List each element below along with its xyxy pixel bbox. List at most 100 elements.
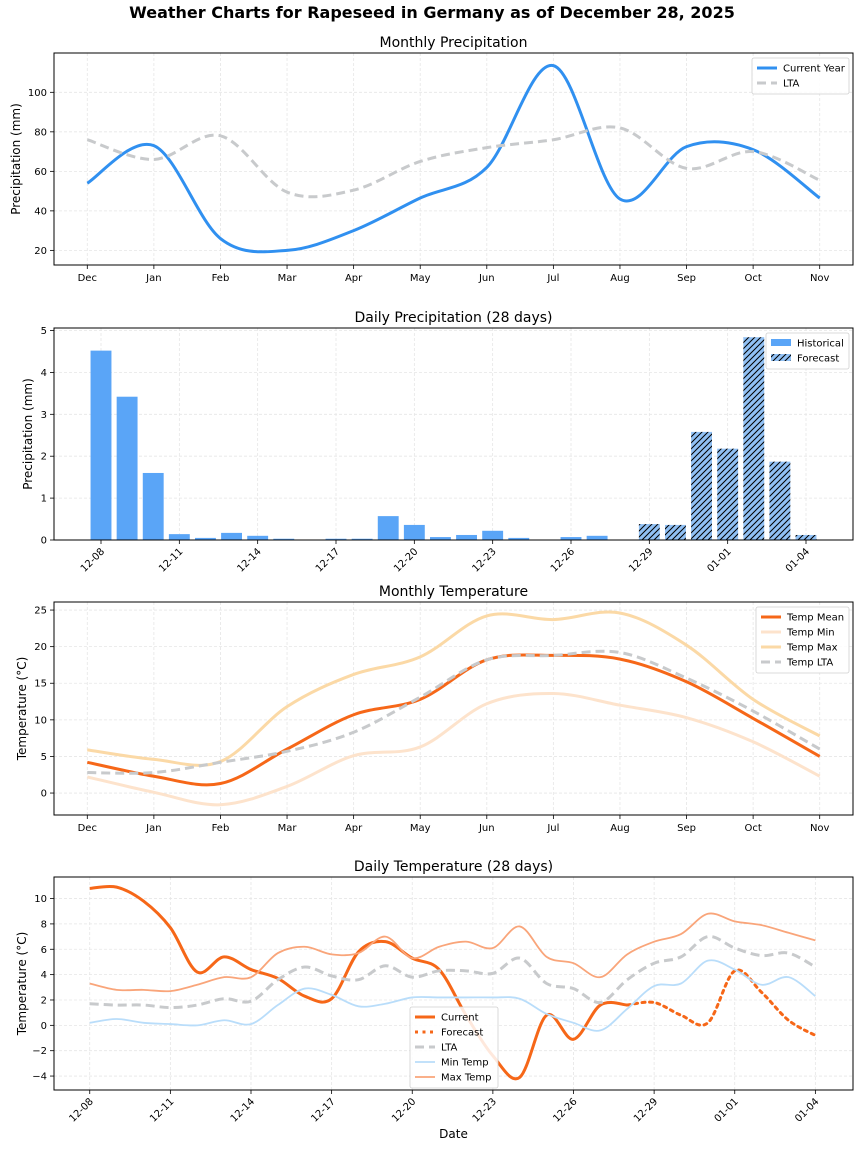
x-tick-label: 12-29 (627, 546, 655, 574)
x-tick-label: Oct (744, 823, 761, 834)
bar-forecast-12-29 (638, 524, 660, 540)
bar-historical-12-09 (116, 396, 138, 540)
x-tick-label: 12-11 (148, 1096, 176, 1124)
chart-monthly_temp: Monthly Temperature 0 5 10 15 20 25 Dec Jan Feb Ma… (15, 584, 854, 834)
y-axis-label: Precipitation (mm) (9, 103, 23, 215)
x-tick-label: 12-26 (551, 1096, 579, 1124)
bar-historical-12-27 (586, 535, 608, 540)
series-line-temp-lta (87, 649, 821, 775)
legend-box (409, 1006, 499, 1089)
chart-monthly_precip: Monthly Precipitation 20 40 60 80 100 Dec Jan Fe… (9, 35, 854, 284)
x-tick-label: 01-01 (705, 546, 733, 574)
y-tick-label: 15 (34, 679, 47, 690)
y-axis-label: Temperature (°C) (15, 657, 29, 762)
bar-forecast-01-03 (769, 461, 791, 540)
series-line-forecast (625, 968, 817, 1037)
x-tick-label: 12-14 (229, 1096, 257, 1124)
legend-label: Max Temp (441, 1073, 492, 1084)
series-line-temp-max (87, 610, 821, 767)
x-tick-label: Feb (212, 823, 230, 834)
chart-daily_precip: Daily Precipitation (28 days) 0 1 2 3 4 5 12-08… (21, 310, 854, 575)
figure-title: Weather Charts for Rapeseed in Germany a… (129, 3, 735, 22)
x-tick-label: 01-04 (784, 546, 812, 574)
legend-label: Temp Max (786, 643, 838, 654)
legend-label: Current (441, 1013, 479, 1024)
y-tick-label: 20 (34, 246, 47, 257)
series-line-temp-min (86, 691, 821, 807)
bar-forecast-12-30 (665, 524, 686, 540)
y-tick-label: 2 (41, 452, 47, 463)
plot-frame (53, 601, 854, 816)
x-tick-label: 12-08 (68, 1096, 96, 1124)
y-axis-label: Precipitation (mm) (21, 378, 35, 490)
plot-frame (53, 327, 854, 541)
x-tick-label: Dec (78, 823, 97, 834)
bar-historical-12-11 (168, 534, 190, 540)
legend-label: Temp Mean (786, 613, 844, 624)
bar-forecast-01-01 (717, 448, 739, 540)
x-tick-label: Sep (677, 823, 696, 834)
legend-label: Current Year (783, 64, 846, 75)
x-tick-label: 12-26 (549, 546, 577, 574)
x-tick-label: Jul (546, 273, 559, 284)
x-tick-label: Jun (478, 823, 495, 834)
y-tick-label: −2 (32, 1046, 47, 1057)
y-tick-label: 4 (41, 368, 47, 379)
series-line-current (89, 884, 628, 1081)
y-tick-label: 5 (41, 326, 47, 337)
bar-historical-12-26 (560, 537, 582, 540)
bar-historical-12-12 (195, 537, 216, 540)
bar-historical-12-10 (142, 472, 164, 540)
chart-daily_temp: Daily Temperature (28 days) −4 −2 0 2 4 6 8 10 12… (15, 859, 854, 1141)
bar-forecast-01-02 (743, 337, 765, 540)
x-tick-label: 01-04 (793, 1096, 821, 1124)
bar-historical-12-15 (273, 538, 295, 540)
y-tick-label: 8 (41, 919, 47, 930)
x-axis-label: Date (439, 1127, 468, 1141)
series-line-lta (89, 935, 817, 1010)
y-tick-label: 1 (41, 494, 47, 505)
legend-label: LTA (783, 79, 800, 90)
x-tick-label: Mar (278, 823, 298, 834)
x-tick-label: Jan (145, 273, 161, 284)
legend-label: Min Temp (441, 1058, 489, 1069)
y-axis-label: Temperature (°C) (15, 932, 29, 1037)
series-line-current-year (86, 64, 821, 254)
y-tick-label: 0 (41, 1021, 47, 1032)
x-tick-label: 12-17 (309, 1096, 337, 1124)
x-tick-label: Oct (744, 273, 761, 284)
y-tick-label: 5 (41, 752, 47, 763)
x-tick-label: Dec (78, 273, 97, 284)
bar-historical-12-08 (90, 350, 112, 540)
x-tick-label: Apr (345, 273, 363, 284)
bar-historical-12-20 (403, 524, 425, 540)
y-tick-label: 0 (41, 789, 47, 800)
y-tick-label: 100 (28, 88, 47, 99)
series-line-max-temp (89, 912, 816, 993)
y-tick-label: 80 (34, 127, 47, 138)
y-tick-label: 3 (41, 410, 47, 421)
x-tick-label: Nov (810, 823, 830, 834)
legend-box (755, 606, 850, 674)
legend: Current Year LTA (751, 57, 850, 95)
series-line-temp-mean (86, 653, 821, 787)
legend-swatch-forecast (771, 354, 791, 361)
y-tick-label: 2 (41, 995, 47, 1006)
legend: Temp Mean Temp Min Temp Max Temp LTA (755, 606, 850, 674)
x-tick-label: 12-08 (79, 546, 107, 574)
y-tick-label: 0 (41, 536, 47, 547)
x-tick-label: May (410, 823, 431, 834)
x-tick-label: May (410, 273, 431, 284)
bar-historical-12-17 (325, 538, 347, 540)
legend-label: Forecast (441, 1028, 483, 1039)
series-line-min-temp (89, 959, 816, 1032)
legend-label: Historical (797, 339, 844, 350)
bar-historical-12-23 (482, 530, 504, 540)
x-tick-label: Mar (278, 273, 298, 284)
legend: Historical Forecast (765, 332, 850, 370)
bar-historical-12-22 (456, 534, 477, 540)
chart-title: Monthly Precipitation (379, 35, 527, 51)
x-tick-label: 01-01 (713, 1096, 741, 1124)
y-tick-label: 40 (34, 206, 47, 217)
